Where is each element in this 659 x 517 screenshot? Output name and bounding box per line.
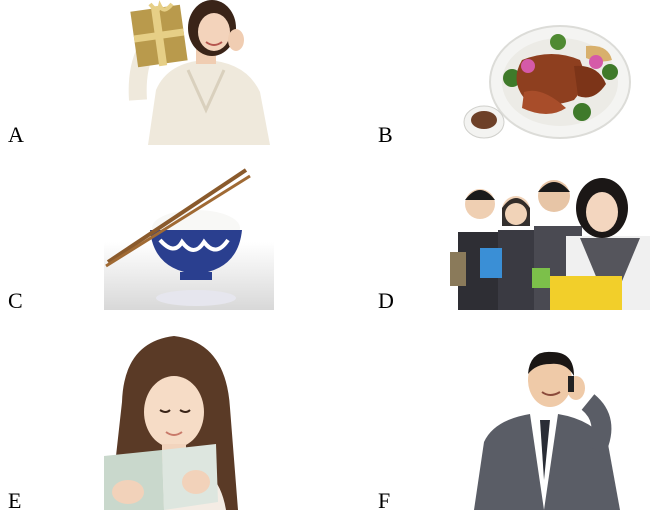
picture-meat-platter [462, 20, 634, 142]
option-letter-c: C [8, 288, 23, 313]
option-letter-a: A [8, 122, 24, 147]
picture-man-phone [470, 350, 620, 510]
picture-students [450, 168, 659, 310]
option-letter-f: F [378, 488, 391, 513]
picture-rice-bowl [104, 166, 274, 310]
option-letter-b: B [378, 122, 393, 147]
option-letter-e: E [8, 488, 22, 513]
picture-woman-gift [128, 0, 276, 145]
picture-girl-reading [104, 332, 242, 510]
option-letter-d: D [378, 288, 394, 313]
